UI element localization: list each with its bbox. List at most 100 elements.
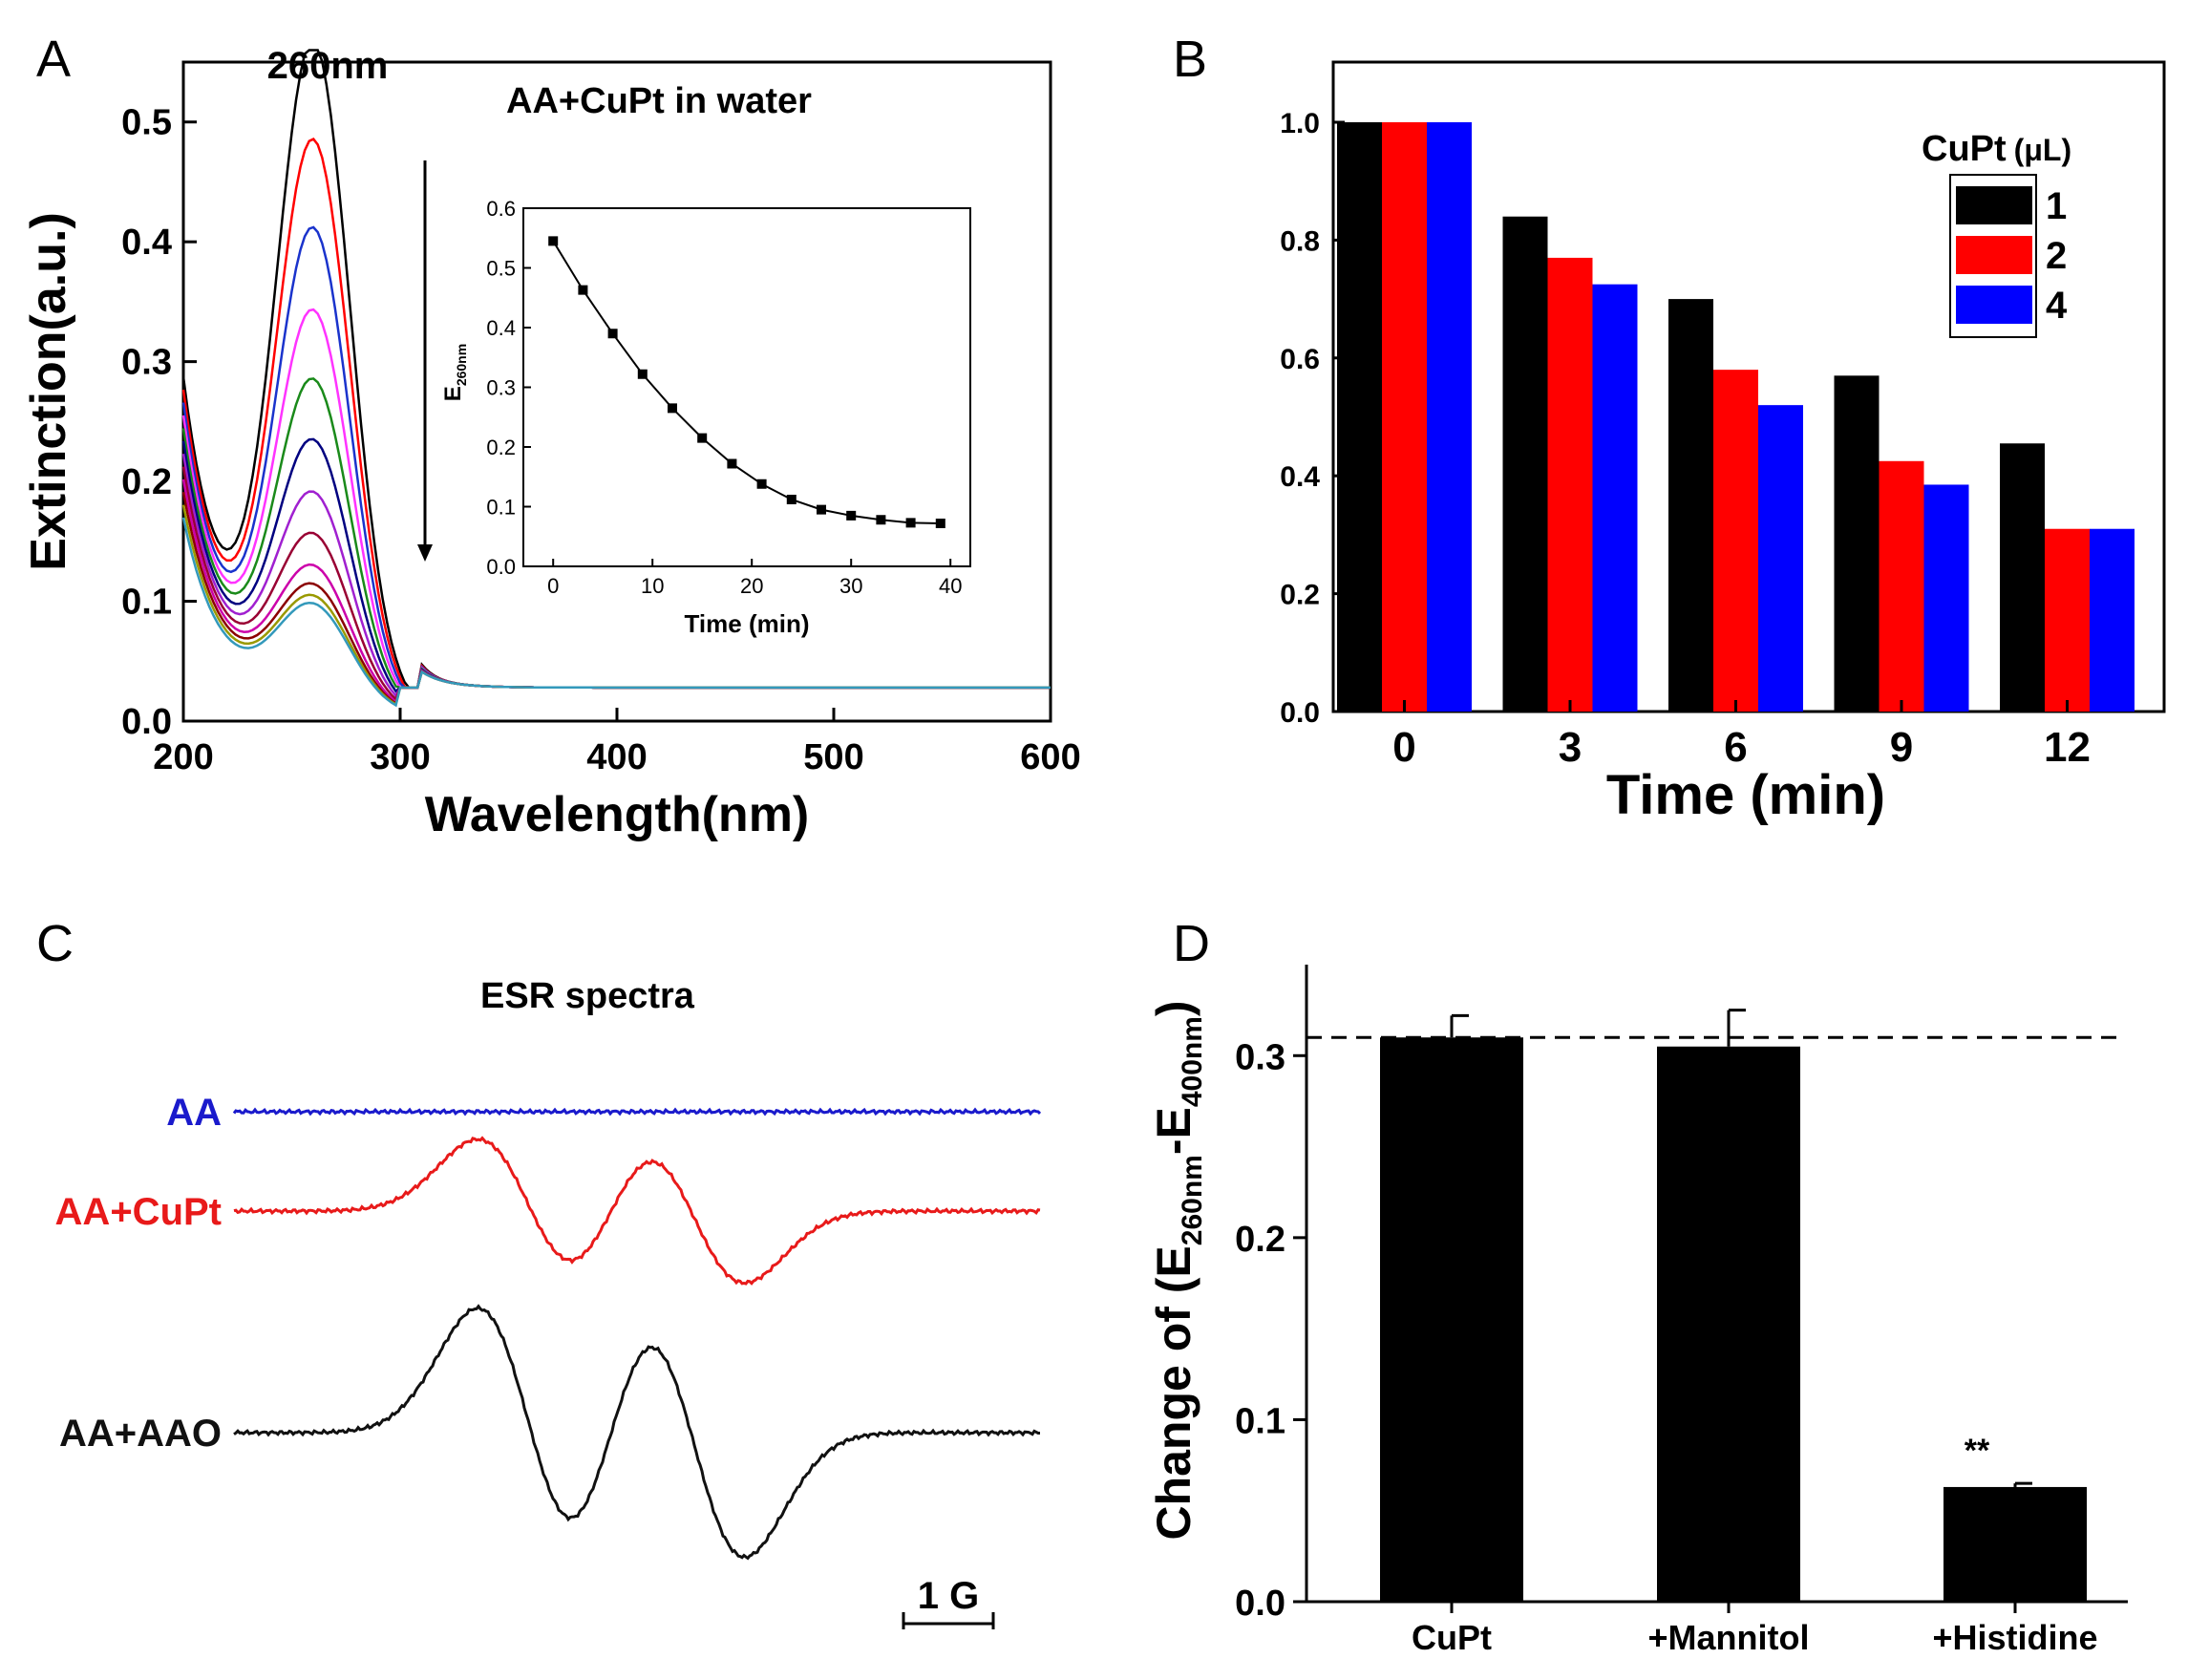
panel-label-b: B: [1173, 31, 1207, 88]
esr-trace-AA: [232, 1107, 1042, 1116]
panel-a-inset-chart: 0.0 0.1 0.2 0.3 0.4 0.5 0.6 0 10 20 30 40 Time (mi…: [440, 197, 971, 638]
panel-d-ytick-label: 0.1: [1235, 1401, 1285, 1441]
inset-xtick-label: 40: [939, 574, 962, 598]
inset-ytick-label: 0.1: [486, 496, 516, 520]
panel-b-bar-4-9: [1923, 484, 1969, 712]
panel-b-xtick-label: 0: [1392, 724, 1415, 771]
esr-label-AA+AAO: AA+AAO: [59, 1413, 222, 1455]
inset-ylabel: E260nm: [440, 344, 469, 401]
ylabel-sub1: 260nm: [1177, 1155, 1208, 1245]
esr-label-AA+CuPt: AA+CuPt: [55, 1191, 222, 1233]
inset-plot-frame: [522, 207, 971, 567]
esr-trace-AA+CuPt: [233, 1136, 1041, 1286]
inset-data-point: [786, 495, 797, 504]
decrease-arrow-head: [417, 544, 433, 562]
inset-data-point: [817, 504, 826, 515]
inset-ytick-label: 0.6: [486, 197, 516, 221]
panel-a-spectrum-line: [181, 517, 1051, 708]
inset-data-point: [548, 236, 559, 246]
panel-d-xtick-label: +Mannitol: [1648, 1618, 1810, 1657]
panel-b-bar-2-0: [1382, 122, 1427, 712]
panel-b-xtick-label: 3: [1559, 724, 1582, 771]
panel-d-ytick-label: 0.2: [1235, 1220, 1285, 1260]
inset-xtick-label: 20: [740, 574, 763, 598]
panel-b-bar-4-12: [2090, 528, 2135, 712]
panel-b-ytick-label: 0.4: [1280, 461, 1320, 493]
panel-b-ytick-label: 0.6: [1280, 344, 1320, 375]
panel-b-bar-2-6: [1713, 370, 1758, 712]
inset-data-point: [905, 518, 916, 528]
panel-b-bar-4-0: [1427, 122, 1472, 712]
panel-a-xlabel: Wavelength(nm): [425, 787, 810, 842]
legend-label-2: 2: [2046, 235, 2067, 277]
panel-b-xtick-label: 9: [1890, 724, 1913, 771]
panel-b-xtick-label: 12: [2044, 724, 2091, 771]
ylabel-part2: -E: [1147, 1107, 1200, 1155]
panel-d-bar-plus-mannitol: [1657, 1046, 1800, 1602]
legend-title-main: CuPt: [1922, 129, 2007, 169]
panel-b-legend: CuPt (μL) 1 2 4: [1922, 129, 2071, 338]
panel-d-ylabel: Change of (E260nm-E400nm): [1147, 1000, 1208, 1540]
panel-d-ytick-label: 0.3: [1235, 1037, 1285, 1077]
panel-b-bar-1-3: [1502, 216, 1548, 712]
panel-a-xtick-label: 600: [1020, 737, 1080, 777]
inset-ytick-label: 0.0: [486, 555, 516, 579]
inset-ytick-label: 0.2: [486, 436, 516, 459]
panel-b-bar-1-6: [1668, 299, 1713, 712]
inset-xtick-label: 10: [641, 574, 664, 598]
panel-d-ytick-label: 0.0: [1235, 1584, 1285, 1624]
panel-b-bar-1-9: [1834, 375, 1880, 712]
inset-ytick-label: 0.3: [486, 376, 516, 400]
panel-b-ytick-label: 0.2: [1280, 580, 1320, 611]
inset-data-point: [607, 329, 618, 339]
inset-data-point: [756, 478, 767, 489]
inset-data-point: [727, 458, 737, 469]
inset-data-point: [697, 433, 708, 443]
scale-bar-label: 1 G: [918, 1575, 979, 1617]
esr-label-AA: AA: [166, 1092, 222, 1134]
esr-trace-AA+AAO: [233, 1304, 1040, 1561]
inset-xtick-label: 0: [547, 574, 559, 598]
panel-d-bar-chart: 0.00.10.20.3 CuPt +Mannitol +Histidine ** …: [1147, 965, 2128, 1657]
legend-swatch-1: [1956, 186, 2032, 224]
panel-d-bar-plus-histidine: [1943, 1486, 2087, 1602]
panel-b-bar-4-3: [1592, 284, 1638, 712]
ylabel-part1: Change of (E: [1147, 1245, 1200, 1540]
panel-a-ytick-label: 0.2: [121, 462, 172, 502]
panel-b-ytick-label: 0.8: [1280, 225, 1320, 257]
panel-b-bar-2-12: [2045, 528, 2090, 712]
panel-b-bar-2-3: [1547, 257, 1593, 712]
panel-b-ytick-label: 1.0: [1280, 108, 1320, 139]
panel-b-bar-chart: 0.00.20.40.60.81.0 0 3 6 9 12 Time (min) CuP…: [1280, 60, 2166, 826]
panel-b-bar-1-0: [1337, 122, 1382, 712]
inset-decay-line: [552, 240, 941, 524]
significance-marker: **: [1965, 1433, 1990, 1469]
panel-label-a: A: [36, 31, 71, 88]
panel-c-esr-spectra: ESR spectra AA AA+CuPt AA+AAO 1 G: [55, 976, 1042, 1629]
ylabel-sub2: 400nm: [1177, 1016, 1208, 1107]
legend-label-1: 1: [2046, 185, 2067, 227]
panel-b-bar-4-6: [1758, 405, 1803, 712]
panel-b-xlabel: Time (min): [1606, 764, 1885, 826]
panel-a-xtick-label: 200: [153, 737, 213, 777]
panel-label-d: D: [1173, 915, 1210, 972]
legend-title-unit: (μL): [2014, 133, 2071, 167]
panel-a-ytick-label: 0.0: [121, 702, 172, 742]
ylabel-part3: ): [1147, 1000, 1200, 1016]
inset-data-point: [876, 515, 886, 525]
panel-a-ytick-label: 0.4: [121, 223, 172, 263]
inset-data-point: [668, 403, 677, 414]
inset-xlabel: Time (min): [685, 609, 810, 638]
panel-d-xtick-label: +Histidine: [1932, 1618, 2097, 1657]
legend-swatch-2: [1956, 236, 2032, 274]
panel-c-title: ESR spectra: [480, 976, 695, 1016]
panel-b-ytick-label: 0.0: [1280, 697, 1320, 729]
panel-a-ytick-label: 0.1: [121, 583, 172, 623]
panel-a-uv-vis-chart: 0.00.10.20.30.40.5 200 300 400 500 600 260nm…: [21, 45, 1081, 842]
inset-xtick-label: 30: [839, 574, 862, 598]
panel-a-ytick-label: 0.5: [121, 103, 172, 143]
panel-a-ylabel: Extinction(a.u.): [21, 212, 76, 571]
inset-data-point: [578, 285, 588, 295]
panel-b-bar-2-9: [1879, 460, 1924, 712]
